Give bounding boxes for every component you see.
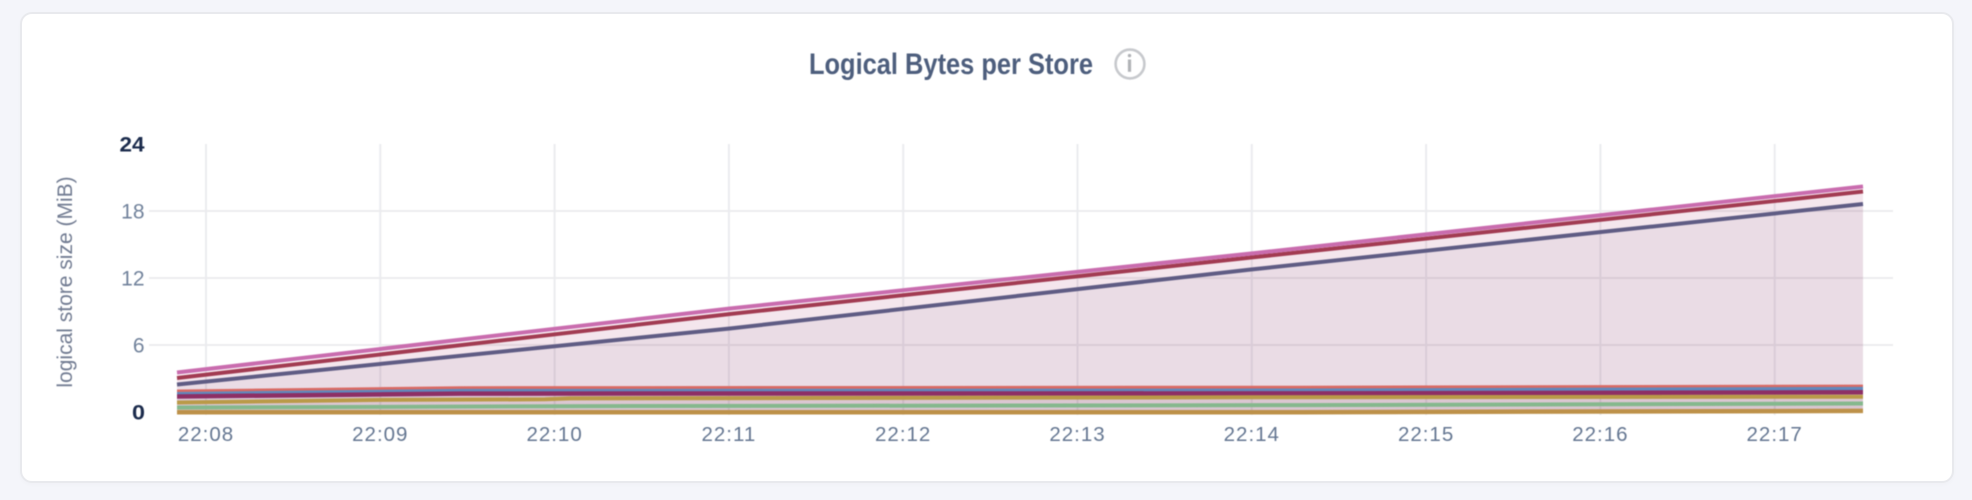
svg-text:22:14: 22:14 bbox=[1224, 423, 1280, 446]
svg-text:18: 18 bbox=[121, 201, 144, 224]
svg-text:22:13: 22:13 bbox=[1049, 423, 1105, 446]
svg-text:22:16: 22:16 bbox=[1572, 423, 1628, 446]
svg-text:12: 12 bbox=[121, 268, 144, 291]
svg-text:logical store size (MiB): logical store size (MiB) bbox=[54, 176, 77, 387]
svg-text:22:11: 22:11 bbox=[702, 423, 757, 446]
svg-text:22:15: 22:15 bbox=[1398, 423, 1454, 446]
svg-text:22:12: 22:12 bbox=[875, 423, 931, 446]
svg-text:0: 0 bbox=[132, 402, 145, 425]
svg-text:Logical Bytes per Store: Logical Bytes per Store bbox=[809, 48, 1093, 81]
svg-text:6: 6 bbox=[133, 335, 145, 358]
svg-text:22:17: 22:17 bbox=[1747, 423, 1803, 446]
svg-text:22:10: 22:10 bbox=[526, 423, 582, 446]
svg-text:22:09: 22:09 bbox=[352, 423, 408, 446]
svg-text:22:08: 22:08 bbox=[178, 423, 234, 446]
svg-text:24: 24 bbox=[120, 134, 145, 157]
